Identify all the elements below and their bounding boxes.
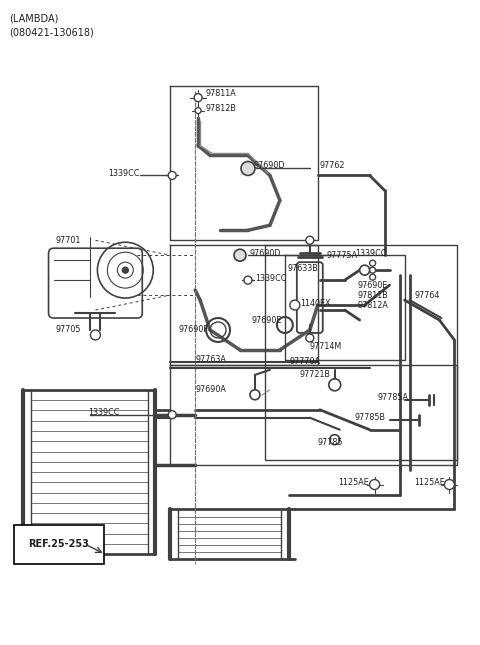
Text: 97690E: 97690E: [252, 315, 282, 324]
Text: 97812A: 97812A: [358, 301, 388, 310]
Text: 1125AE: 1125AE: [415, 478, 445, 487]
Text: 1339CC: 1339CC: [108, 169, 140, 178]
Text: 1339CC: 1339CC: [255, 273, 287, 283]
Circle shape: [360, 265, 370, 275]
Text: 97785: 97785: [318, 438, 343, 447]
Circle shape: [234, 249, 246, 261]
Text: 97701: 97701: [56, 235, 81, 244]
Circle shape: [370, 274, 376, 280]
Text: 97763A: 97763A: [195, 355, 226, 364]
Text: 1339CC: 1339CC: [88, 408, 120, 417]
Text: 97690F: 97690F: [178, 326, 208, 335]
Circle shape: [370, 260, 376, 266]
Text: 97721B: 97721B: [300, 370, 331, 379]
Circle shape: [306, 236, 314, 244]
Text: 97714M: 97714M: [310, 342, 342, 352]
Circle shape: [329, 379, 341, 391]
Text: 97770A: 97770A: [290, 357, 321, 366]
Text: 97775A: 97775A: [327, 251, 358, 260]
Text: 97690D: 97690D: [250, 249, 281, 258]
Text: 97811A: 97811A: [205, 89, 236, 98]
Circle shape: [168, 172, 176, 179]
Circle shape: [195, 108, 201, 114]
Circle shape: [370, 479, 380, 490]
Text: 97812B: 97812B: [205, 104, 236, 113]
Text: 97690A: 97690A: [195, 385, 226, 394]
Circle shape: [244, 276, 252, 284]
Text: REF.25-253: REF.25-253: [29, 539, 89, 550]
Text: 1140EX: 1140EX: [300, 299, 330, 308]
Text: (080421-130618): (080421-130618): [9, 28, 94, 38]
Text: 97785B: 97785B: [355, 413, 385, 422]
Circle shape: [370, 267, 376, 273]
Text: 97705: 97705: [56, 326, 81, 335]
Text: 97811B: 97811B: [358, 291, 388, 299]
Text: 1339CC: 1339CC: [355, 249, 386, 258]
Text: 97762: 97762: [320, 161, 345, 170]
Circle shape: [250, 390, 260, 400]
Circle shape: [168, 411, 176, 419]
Circle shape: [306, 334, 314, 342]
Text: (LAMBDA): (LAMBDA): [9, 14, 58, 24]
Circle shape: [122, 267, 128, 273]
Text: 97785A: 97785A: [378, 393, 408, 402]
Circle shape: [444, 479, 455, 490]
Text: 1125AE: 1125AE: [338, 478, 369, 487]
Circle shape: [90, 330, 100, 340]
Text: 97633B: 97633B: [288, 264, 319, 273]
Circle shape: [330, 435, 340, 444]
Circle shape: [290, 300, 300, 310]
Circle shape: [241, 161, 255, 175]
Circle shape: [194, 94, 202, 102]
Text: 97764: 97764: [415, 291, 440, 299]
Text: 97690E: 97690E: [358, 281, 388, 290]
Text: 97690D: 97690D: [254, 161, 286, 170]
